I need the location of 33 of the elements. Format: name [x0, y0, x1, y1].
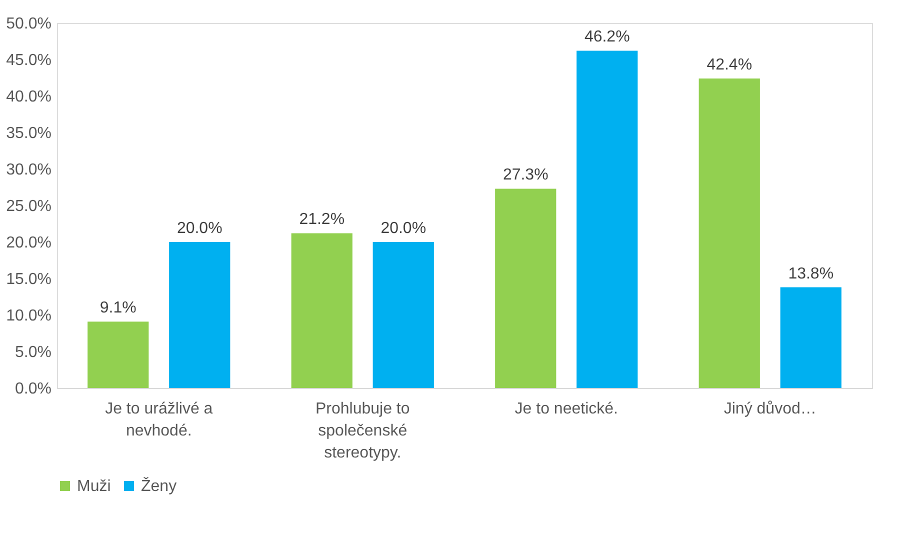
data-label: 9.1%	[100, 300, 136, 317]
data-label: 27.3%	[502, 166, 548, 184]
x-tick-label: Je to neetické.	[514, 400, 618, 418]
y-tick-label: 35.0%	[6, 125, 52, 142]
bar	[698, 78, 760, 388]
data-label: 20.0%	[176, 220, 222, 237]
x-tick-label: Je to urážlivé a nevhodé.	[105, 400, 213, 440]
y-tick-label: 5.0%	[15, 344, 52, 361]
bar	[169, 242, 230, 388]
data-label: 21.2%	[299, 211, 345, 228]
bar	[88, 322, 149, 388]
y-tick-label: 20.0%	[6, 234, 52, 252]
data-label: 20.0%	[380, 220, 426, 237]
bar	[291, 233, 352, 388]
y-tick-label: 15.0%	[6, 271, 52, 288]
y-tick-label: 45.0%	[6, 52, 52, 69]
y-tick-label: 0.0%	[15, 380, 52, 398]
bar	[372, 242, 434, 388]
y-tick-label: 50.0%	[6, 16, 52, 32]
data-label: 46.2%	[584, 28, 630, 46]
data-label: 13.8%	[788, 265, 834, 282]
y-tick-label: 10.0%	[6, 308, 52, 324]
legend-label: Ženy	[141, 477, 177, 495]
y-tick-label: 40.0%	[6, 88, 52, 106]
bar	[780, 287, 842, 388]
legend-label: Muži	[77, 478, 111, 495]
bar	[495, 188, 556, 388]
bar	[576, 50, 638, 388]
data-label: 42.4%	[706, 56, 752, 74]
y-tick-label: 30.0%	[6, 162, 52, 178]
x-tick-label: Jiný důvod…	[724, 400, 816, 418]
x-tick-label: Prohlubuje to společenské stereotypy.	[315, 400, 410, 462]
y-tick-label: 25.0%	[6, 198, 52, 215]
